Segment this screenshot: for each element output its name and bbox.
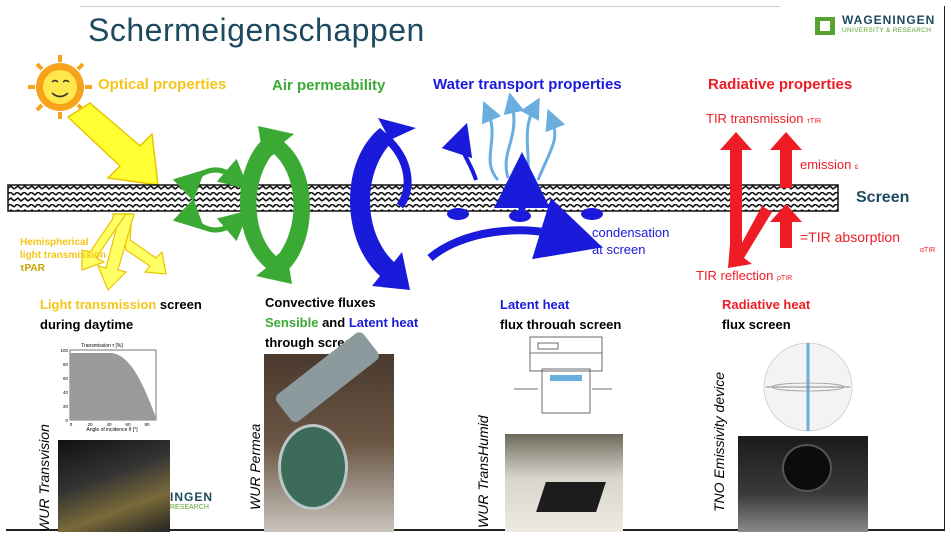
optical-caption-highlight: Light transmission — [40, 297, 157, 312]
radiative-caption-highlight: Radiative heat — [722, 297, 811, 312]
transhumid-diagram — [502, 329, 622, 427]
small-air-arrow-upper — [172, 158, 250, 202]
chart-xtick: 20 — [87, 422, 93, 427]
chart-ytick: 60 — [63, 376, 69, 381]
emissivity-aperture — [782, 444, 832, 492]
tir-reflection-text: TIR reflection — [696, 268, 774, 283]
transhumid-opening — [536, 482, 606, 512]
vapour-circulation-arrow — [350, 118, 416, 290]
emissivity-diagram — [763, 342, 853, 432]
water-caption: Latent heat flux through screen — [500, 295, 621, 335]
title-divider — [80, 6, 780, 7]
screen-band — [7, 184, 839, 212]
emission-label: emission ε — [800, 157, 859, 172]
header-optical: Optical properties — [98, 76, 227, 93]
absorption-symbol: αTIR — [920, 247, 936, 254]
optical-caption: Light transmission screen during daytime — [40, 295, 202, 335]
radiative-caption-line2: flux screen — [722, 317, 791, 332]
hemi-line-2: light transmission — [20, 250, 107, 261]
chart-xtick: 0 — [70, 422, 73, 427]
tir-transmission-symbol: τTIR — [807, 118, 822, 125]
permea-honeycomb — [278, 424, 348, 510]
wageningen-logo-mark — [815, 17, 835, 35]
air-caption: Convective fluxes Sensible and Latent he… — [265, 293, 418, 353]
logo-subtitle: UNIVERSITY & RESEARCH — [842, 27, 932, 34]
chart-xtick: 60 — [125, 422, 131, 427]
condensation-label: condensation at screen — [592, 224, 669, 258]
tir-transmission-label: TIR transmission τTIR — [706, 111, 821, 126]
header-water: Water transport properties — [433, 76, 622, 93]
radiative-caption: Radiative heat flux screen — [722, 295, 810, 335]
device-label-transvision: WUR Transvision — [36, 424, 52, 532]
chart-xlabel: Angle of incidence θ [°] — [86, 427, 138, 433]
water-caption-highlight: Latent heat — [500, 297, 570, 312]
hemi-line-3: τPAR — [20, 263, 45, 274]
tir-reflection-symbol: ρTIR — [776, 275, 793, 282]
absorption-label: =TIR absorption — [800, 229, 900, 245]
air-caption-sensible: Sensible — [265, 315, 319, 330]
slide-frame — [6, 6, 945, 531]
chart-xtick: 80 — [144, 422, 150, 427]
evaporation-arrows — [481, 92, 566, 182]
emissivity-photo — [738, 436, 868, 532]
transmission-chart: Transmission τ [%] Angle of incidence θ … — [60, 343, 157, 433]
transvision-logo-fragment: INGEN RESEARCH — [170, 490, 232, 518]
condensation-flow-arrow — [427, 198, 603, 262]
condensation-line-1: condensation — [592, 225, 670, 240]
air-caption-latent: Latent heat — [348, 315, 419, 330]
air-caption-line1: Convective fluxes — [265, 295, 376, 310]
chart-ytick: 0 — [65, 418, 68, 423]
air-caption-line3: through screen — [265, 335, 360, 350]
chart-title: Transmission τ [%] — [81, 343, 123, 349]
diffuse-light-arrows — [81, 213, 167, 292]
device-label-transhumid: WUR TransHumid — [475, 415, 491, 528]
condensation-line-2: at screen — [592, 242, 646, 257]
screen-label: Screen — [856, 189, 910, 206]
chart-ytick: 80 — [63, 362, 69, 367]
emission-symbol: ε — [854, 162, 859, 171]
hemi-line-1: Hemispherical — [20, 237, 89, 248]
radiative-arrows — [720, 132, 802, 268]
header-air: Air permeability — [272, 77, 386, 94]
permea-photo — [264, 329, 394, 532]
tir-transmission-text: TIR transmission — [706, 111, 804, 126]
chart-ytick: 100 — [60, 348, 68, 353]
chart-ytick: 20 — [63, 404, 69, 409]
transvision-photo — [58, 440, 170, 532]
photo-logo-text: INGEN — [170, 490, 214, 504]
water-caption-line2: flux through screen — [500, 317, 622, 332]
vapour-arrow-left — [441, 122, 478, 181]
sun-icon — [28, 55, 92, 119]
small-air-arrow-lower — [172, 198, 250, 242]
photo-logo-sub: RESEARCH — [170, 504, 209, 511]
sunlight-arrow — [66, 102, 159, 186]
device-label-permea: WUR Permea — [247, 423, 263, 510]
hemispherical-label: Hemispherical light transmission τPAR — [20, 236, 106, 275]
air-caption-and: and — [318, 315, 349, 330]
slide-title: Schermeigenschappen — [88, 12, 425, 48]
logo-name: WAGENINGEN — [842, 13, 936, 27]
device-label-emissivity: TNO Emissivity device — [711, 371, 727, 512]
tir-reflection-label: TIR reflection ρTIR — [696, 268, 792, 283]
transhumid-photo — [505, 434, 623, 532]
chart-ytick: 40 — [63, 390, 69, 395]
emission-text: emission — [800, 157, 852, 172]
chart-xtick: 40 — [106, 422, 112, 427]
air-circulation-arrow — [239, 126, 311, 284]
optical-caption-rest: screen — [156, 297, 202, 312]
optical-caption-line2: during daytime — [40, 317, 134, 332]
header-radiative: Radiative properties — [708, 76, 853, 93]
